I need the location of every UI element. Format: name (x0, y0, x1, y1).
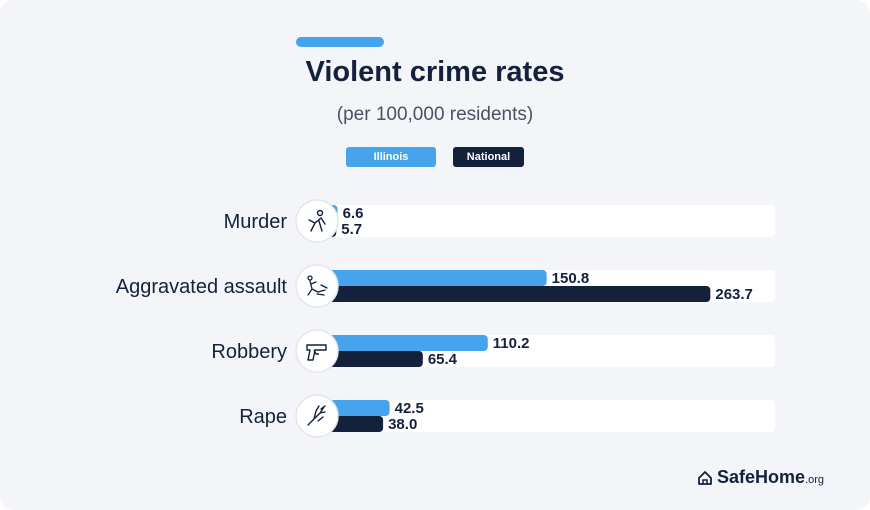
bar-track (328, 205, 775, 237)
house-icon (698, 470, 712, 485)
brand-name: SafeHome (717, 467, 806, 487)
value-label-national: 65.4 (428, 351, 458, 368)
brand-logo: SafeHome .org (697, 467, 824, 488)
bar-illinois (322, 335, 488, 351)
value-label-illinois: 110.2 (493, 335, 530, 352)
icon-badge (295, 264, 339, 308)
crime-scene-icon (308, 209, 326, 232)
chart-title: Violent crime rates (305, 56, 565, 88)
assault-icon (307, 275, 328, 296)
chart-subtitle: (per 100,000 residents) (336, 104, 534, 125)
accent-bar (296, 37, 384, 47)
legend-illinois: Illinois (346, 147, 436, 167)
value-label-national: 263.7 (715, 286, 753, 303)
legend-national: National (453, 147, 524, 167)
value-label-illinois: 42.5 (395, 400, 424, 417)
bar-track (328, 400, 775, 432)
icon-badge (295, 329, 339, 373)
bar-illinois (322, 400, 390, 416)
value-label-illinois: 150.8 (552, 270, 590, 287)
category-label: Rape (239, 406, 287, 428)
category-label: Aggravated assault (116, 276, 288, 298)
brand-suffix: .org (805, 473, 824, 486)
hand-icon (307, 405, 326, 426)
value-label-national: 5.7 (341, 221, 362, 238)
category-label: Murder (224, 211, 288, 233)
bar-national (322, 351, 423, 367)
value-label-illinois: 6.6 (343, 205, 364, 222)
bar-illinois (322, 270, 547, 286)
gun-icon (306, 344, 327, 361)
category-label: Robbery (211, 341, 287, 363)
value-label-national: 38.0 (388, 416, 417, 433)
bar-national (322, 286, 711, 302)
